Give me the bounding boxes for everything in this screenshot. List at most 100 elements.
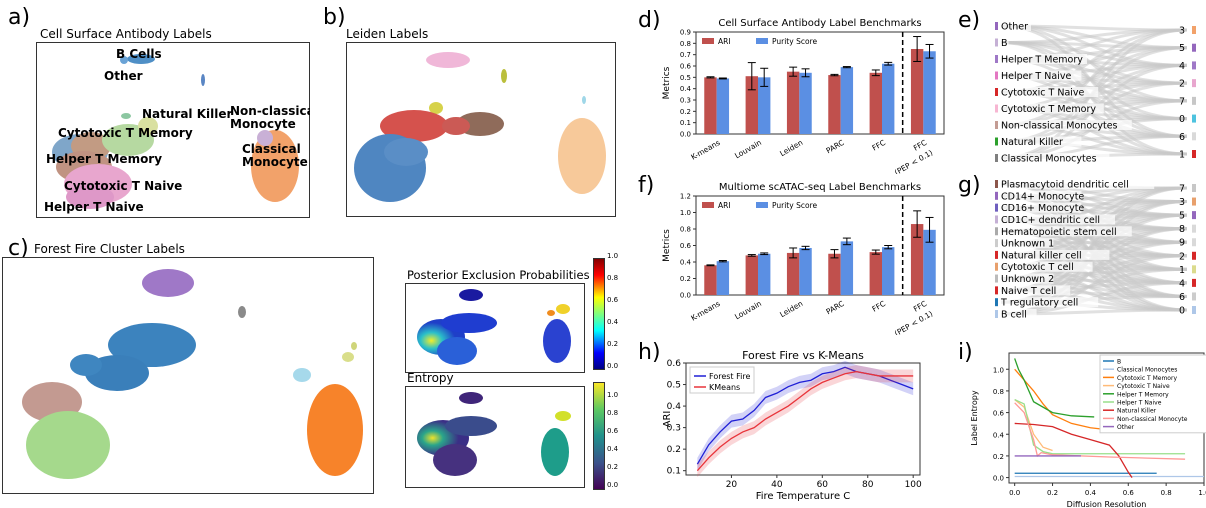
left-node-label: Unknown 2 <box>1001 274 1054 285</box>
right-node-label: 4 <box>1179 278 1185 289</box>
y-tick-label: 1.0 <box>993 366 1004 374</box>
x-tick-label: K-means <box>689 138 721 162</box>
left-node <box>995 250 998 259</box>
label-bg <box>999 238 1054 249</box>
legend-label: Natural Killer <box>1117 408 1157 415</box>
y-axis-label: Label Entropy <box>970 390 979 445</box>
y-tick-label: 0.7 <box>680 51 691 59</box>
legend-label: Helper T Memory <box>1117 391 1169 398</box>
umap-plot-c <box>2 257 374 494</box>
series-line <box>1014 399 1053 452</box>
chart-title: Multiome scATAC-seq Label Benchmarks <box>719 182 921 193</box>
legend: Forest Fire KMeans <box>689 366 755 394</box>
y-tick-label: 0.2 <box>667 445 681 455</box>
x-tick-label: 0.8 <box>1161 489 1172 497</box>
bar <box>882 247 895 295</box>
right-node-label: 7 <box>1179 96 1185 107</box>
plot-frame <box>695 31 945 135</box>
pep-tick: 0.0 <box>607 362 619 370</box>
bar <box>716 78 730 134</box>
y-tick-label: 0.6 <box>993 410 1005 418</box>
y-axis-label: Metrics <box>662 66 672 99</box>
y-tick-label: 0.4 <box>993 431 1005 439</box>
label-b-cells: B Cells <box>116 47 162 61</box>
pep-tick: 0.8 <box>607 274 619 282</box>
y-tick-label: 0.8 <box>680 226 691 234</box>
right-node <box>1192 132 1196 141</box>
panel-c: c) Forest Fire Cluster Labels Posterior … <box>0 230 618 508</box>
y-tick-label: 1.2 <box>680 193 691 201</box>
label-bg <box>999 261 1093 272</box>
bar <box>704 77 717 134</box>
panel-letter-c: c) <box>8 236 29 261</box>
panel-letter-d: d) <box>638 8 661 33</box>
label-bg <box>999 87 1099 97</box>
left-node-label: Cytotoxic T Naive <box>1001 88 1085 99</box>
x-tick-label: Leiden <box>778 299 804 319</box>
label-bg <box>999 214 1115 225</box>
entropy-tick: 0.0 <box>607 481 619 489</box>
right-node-label: 9 <box>1179 238 1185 249</box>
x-tick-label: PARC <box>824 299 845 316</box>
left-node-label: T regulatory cell <box>1000 298 1078 309</box>
left-node-label: B cell <box>1001 310 1027 321</box>
bar <box>758 253 771 295</box>
bar-chart-d: Cell Surface Antibody Label Benchmarks 0.… <box>662 18 945 174</box>
left-node <box>995 239 998 248</box>
left-node <box>995 71 998 80</box>
left-node <box>995 286 998 295</box>
label-bg <box>999 136 1082 147</box>
bar-chart-f: Multiome scATAC-seq Label Benchmarks 0.0 0… <box>662 182 945 335</box>
left-node-label: Unknown 1 <box>1001 239 1054 250</box>
label-bg <box>999 249 1110 260</box>
entropy-colorbar-ticks: 1.0 0.8 0.6 0.4 0.2 0.0 <box>607 391 625 495</box>
legend-swatch <box>756 38 768 44</box>
label-helper-t-naive: Helper T Naive <box>44 200 144 214</box>
x-tick-label: 60 <box>817 480 829 490</box>
right-node <box>1192 292 1196 301</box>
right-node <box>1192 61 1196 70</box>
pep-tick: 0.4 <box>607 318 619 326</box>
label-classical: Classical <box>242 142 301 156</box>
label-bg <box>999 202 1082 213</box>
right-node-label: 0 <box>1179 306 1185 317</box>
left-node <box>995 180 998 188</box>
legend-label: Non-classical Monocyte <box>1117 416 1188 423</box>
label-cytotoxic-t-memory: Cytotoxic T Memory <box>58 126 193 140</box>
left-node <box>995 88 998 96</box>
left-node-label: Naive T cell <box>1001 286 1056 297</box>
y-tick-label: 0.0 <box>993 475 1004 483</box>
entropy-plot <box>405 386 585 488</box>
series-line <box>1014 422 1133 478</box>
y-tick-label: 0.5 <box>667 381 681 391</box>
left-node-label: Classical Monocytes <box>1001 154 1097 165</box>
pep-colorbar-ticks: 1.0 0.8 0.6 0.4 0.2 0.0 <box>607 252 625 376</box>
right-node <box>1192 197 1196 206</box>
label-bg <box>999 103 1104 114</box>
panel-title-c: Forest Fire Cluster Labels <box>34 242 185 256</box>
y-tick-label: 0.3 <box>667 424 681 434</box>
legend-label: B <box>1117 359 1121 366</box>
label-cytotoxic-t-naive: Cytotoxic T Naive <box>64 179 182 193</box>
series-line <box>1014 358 1095 418</box>
legend-label: Purity Score <box>772 37 817 46</box>
pep-tick: 0.2 <box>607 340 619 348</box>
bar <box>828 253 841 295</box>
label-other: Other <box>104 69 143 83</box>
label-monocyte-nc: Monocyte <box>230 117 296 131</box>
left-node <box>995 262 998 271</box>
panel-title-a: Cell Surface Antibody Labels <box>40 27 212 41</box>
panel-title-b: Leiden Labels <box>346 27 429 41</box>
x-tick-label: Louvain <box>733 138 763 161</box>
y-tick-label: 1.0 <box>680 209 691 217</box>
panel-letter-f: f) <box>638 173 655 198</box>
bar <box>923 51 936 135</box>
bar <box>799 247 812 295</box>
panel-letter-h: h) <box>638 340 661 365</box>
x-tick-label: FFC <box>870 299 887 314</box>
label-bg <box>999 190 1082 201</box>
left-node-label: CD1C+ dendritic cell <box>1001 215 1100 226</box>
y-tick-label: 0.5 <box>680 74 691 82</box>
entropy-colorbar <box>593 382 605 490</box>
